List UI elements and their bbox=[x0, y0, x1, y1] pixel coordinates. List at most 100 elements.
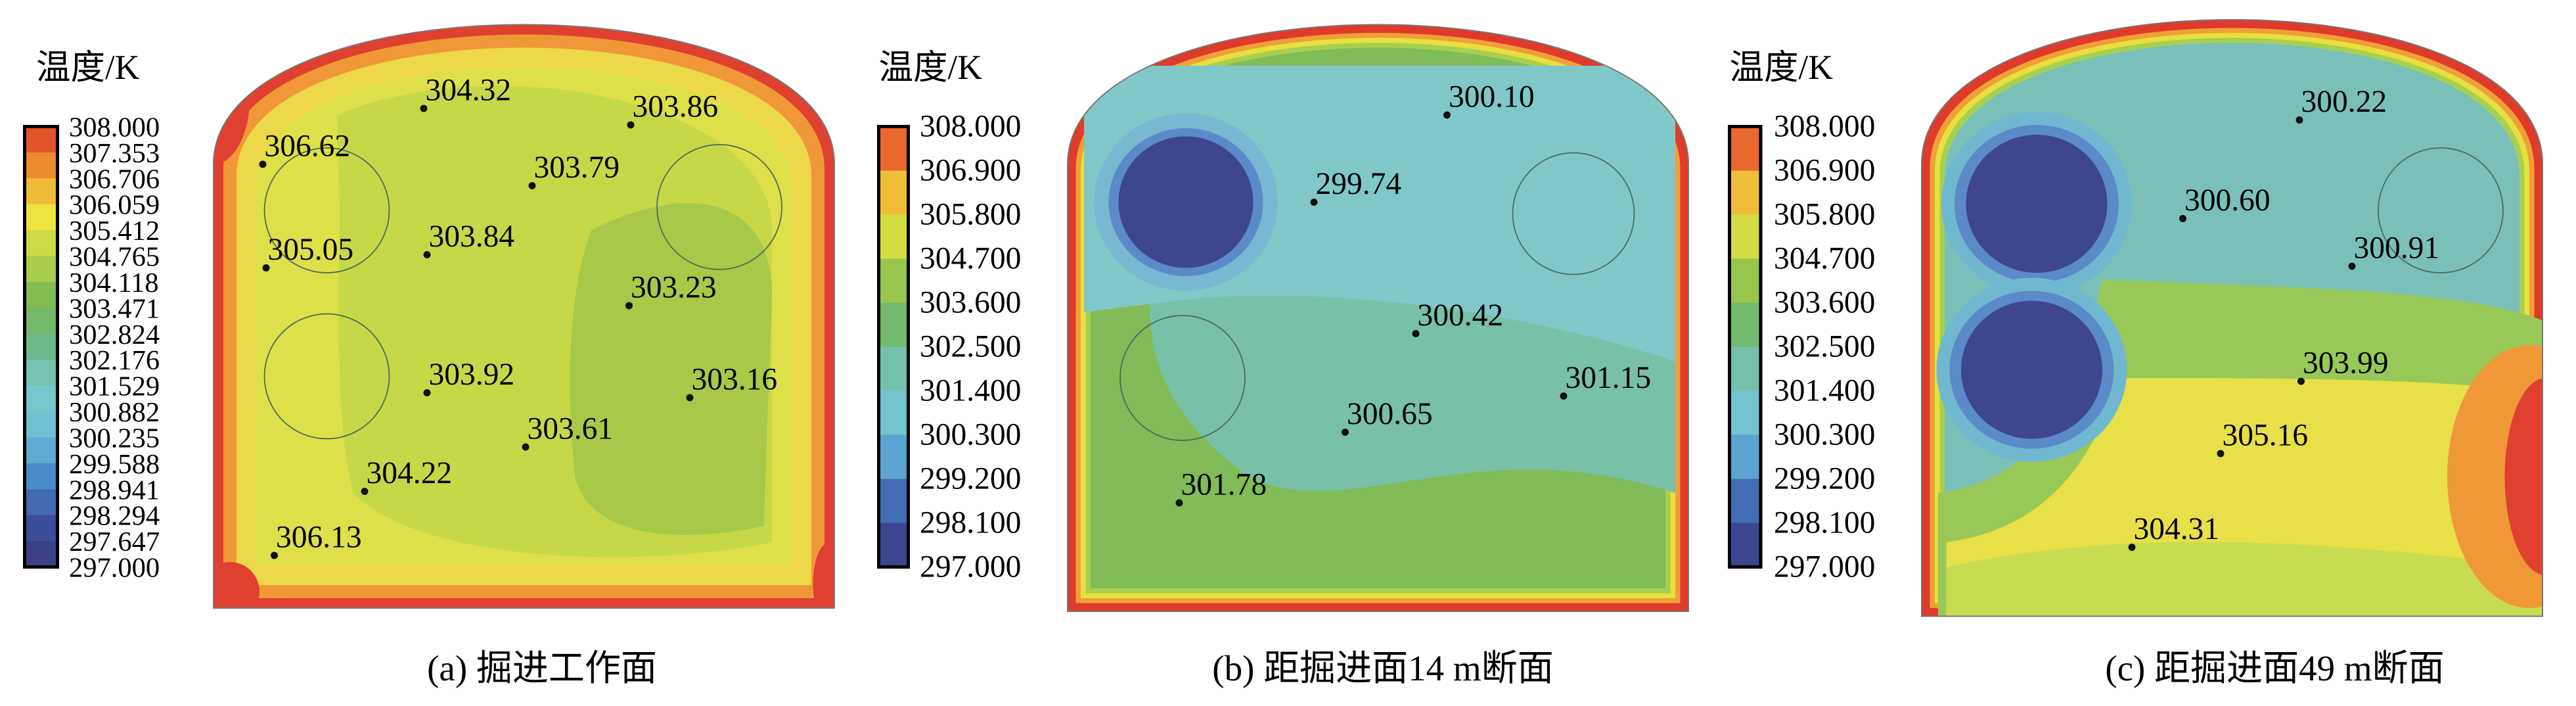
colorbar-segment bbox=[24, 333, 58, 360]
measure-value: 305.16 bbox=[2223, 419, 2309, 453]
colorbar-segment bbox=[1729, 435, 1761, 480]
colorbar-label: 301.400 bbox=[920, 374, 1021, 408]
caption: (b) 距掘进面14 m断面 bbox=[1212, 648, 1553, 688]
contour-field bbox=[1067, 24, 1688, 611]
colorbar-segment bbox=[24, 204, 58, 231]
colorbar-segment bbox=[24, 463, 58, 490]
measure-value: 300.10 bbox=[1449, 80, 1535, 114]
colorbar-label: 301.529 bbox=[69, 371, 160, 402]
colorbar-label: 308.000 bbox=[69, 112, 160, 143]
duct-outline bbox=[2378, 147, 2504, 273]
colorbar-label: 302.500 bbox=[1774, 330, 1875, 364]
measure-value: 306.62 bbox=[265, 129, 351, 164]
colorbar-label: 297.000 bbox=[69, 553, 160, 584]
colorbar-segment bbox=[24, 152, 58, 179]
colorbar-label: 306.059 bbox=[69, 190, 160, 221]
contour-band bbox=[1966, 135, 2108, 273]
colorbar-label: 307.353 bbox=[69, 138, 160, 169]
measure-value: 304.22 bbox=[367, 456, 453, 490]
measure-point bbox=[259, 160, 267, 168]
colorbar-label: 297.000 bbox=[920, 550, 1021, 584]
measure-point bbox=[1175, 499, 1183, 507]
measure-point bbox=[2179, 215, 2187, 222]
colorbar-segment bbox=[1729, 479, 1761, 524]
measure-value: 301.15 bbox=[1566, 361, 1652, 395]
contour-band bbox=[213, 561, 260, 608]
colorbar-segment bbox=[878, 126, 909, 172]
colorbar-label: 305.412 bbox=[69, 216, 160, 247]
measure-point bbox=[423, 389, 431, 396]
colorbar-label: 304.700 bbox=[1774, 242, 1875, 276]
measure-value: 300.65 bbox=[1347, 397, 1433, 431]
section-outline bbox=[1920, 19, 2543, 617]
measure-value: 300.42 bbox=[1418, 298, 1504, 333]
measure-value: 303.92 bbox=[429, 358, 515, 392]
measure-value: 300.91 bbox=[2354, 231, 2440, 266]
colorbar-label: 299.200 bbox=[920, 462, 1021, 496]
colorbar-label: 306.900 bbox=[1774, 154, 1875, 188]
section-outline bbox=[1066, 24, 1689, 612]
panel: 温度/K308.000307.353306.706306.059305.4123… bbox=[22, 24, 835, 688]
colorbar-segment bbox=[1729, 346, 1761, 392]
colorbar-label: 304.118 bbox=[69, 268, 159, 298]
measure-value: 303.99 bbox=[2303, 346, 2389, 381]
legend-title: 温度/K bbox=[36, 49, 140, 87]
colorbar-label: 306.900 bbox=[920, 154, 1021, 188]
colorbar-segment bbox=[24, 489, 58, 516]
caption: (a) 掘进工作面 bbox=[427, 648, 657, 688]
colorbar-label: 302.500 bbox=[920, 330, 1021, 364]
colorbar-segment bbox=[1729, 126, 1761, 172]
colorbar-label: 301.400 bbox=[1774, 374, 1875, 408]
colorbar-label: 300.882 bbox=[69, 397, 160, 428]
colorbar-segment bbox=[1729, 214, 1761, 260]
contour-band bbox=[1946, 542, 2542, 617]
measure-point bbox=[2217, 450, 2225, 458]
duct-outline bbox=[1512, 152, 1635, 275]
measure-point bbox=[1443, 111, 1451, 119]
colorbar-segment bbox=[24, 515, 58, 542]
colorbar-label: 304.765 bbox=[69, 242, 160, 273]
colorbar-label: 308.000 bbox=[1774, 110, 1875, 144]
legend-title: 温度/K bbox=[879, 49, 983, 87]
measure-value: 301.78 bbox=[1181, 468, 1267, 502]
colorbar-label: 298.100 bbox=[920, 506, 1021, 540]
panel: 温度/K 308.000 306.900 305.800 304.700 303.600 3… bbox=[1727, 19, 2543, 688]
colorbar-segment bbox=[24, 256, 58, 283]
colorbar-label: 300.235 bbox=[69, 423, 160, 454]
section-outline bbox=[212, 24, 835, 609]
colorbar-segment bbox=[878, 346, 909, 392]
contour-band bbox=[570, 203, 772, 535]
colorbar-segment bbox=[24, 385, 58, 412]
colorbar-segment bbox=[878, 523, 909, 568]
colorbar-label: 306.706 bbox=[69, 164, 160, 195]
measure-point bbox=[686, 394, 694, 402]
colorbar-segment bbox=[24, 437, 58, 464]
colorbar-segment bbox=[1729, 170, 1761, 216]
colorbar-label: 299.200 bbox=[1774, 462, 1875, 496]
measure-point bbox=[361, 487, 369, 495]
colorbar-frame bbox=[22, 124, 59, 569]
colorbar-segment bbox=[878, 258, 909, 304]
colorbar-segment bbox=[24, 230, 58, 257]
measure-point bbox=[1560, 392, 1568, 400]
measure-point bbox=[625, 302, 633, 310]
contour-band bbox=[2504, 377, 2542, 575]
colorbar-segment bbox=[24, 178, 58, 205]
duct-outline bbox=[656, 144, 782, 270]
measure-point bbox=[420, 105, 428, 112]
measure-value: 303.23 bbox=[631, 271, 717, 305]
colorbar-label: 303.600 bbox=[1774, 286, 1875, 320]
measure-value: 306.13 bbox=[276, 521, 362, 555]
measure-value: 304.31 bbox=[2134, 512, 2220, 546]
colorbar-segment bbox=[878, 302, 909, 348]
colorbar-segment bbox=[24, 412, 58, 438]
colorbar-segment bbox=[878, 170, 909, 216]
measure-value: 300.22 bbox=[2301, 85, 2387, 119]
colorbar-segment bbox=[24, 541, 58, 568]
caption: (c) 距掘进面49 m断面 bbox=[2105, 648, 2444, 688]
measure-point bbox=[1310, 199, 1318, 206]
measure-point bbox=[271, 552, 278, 559]
colorbar-label: 303.471 bbox=[69, 293, 160, 324]
